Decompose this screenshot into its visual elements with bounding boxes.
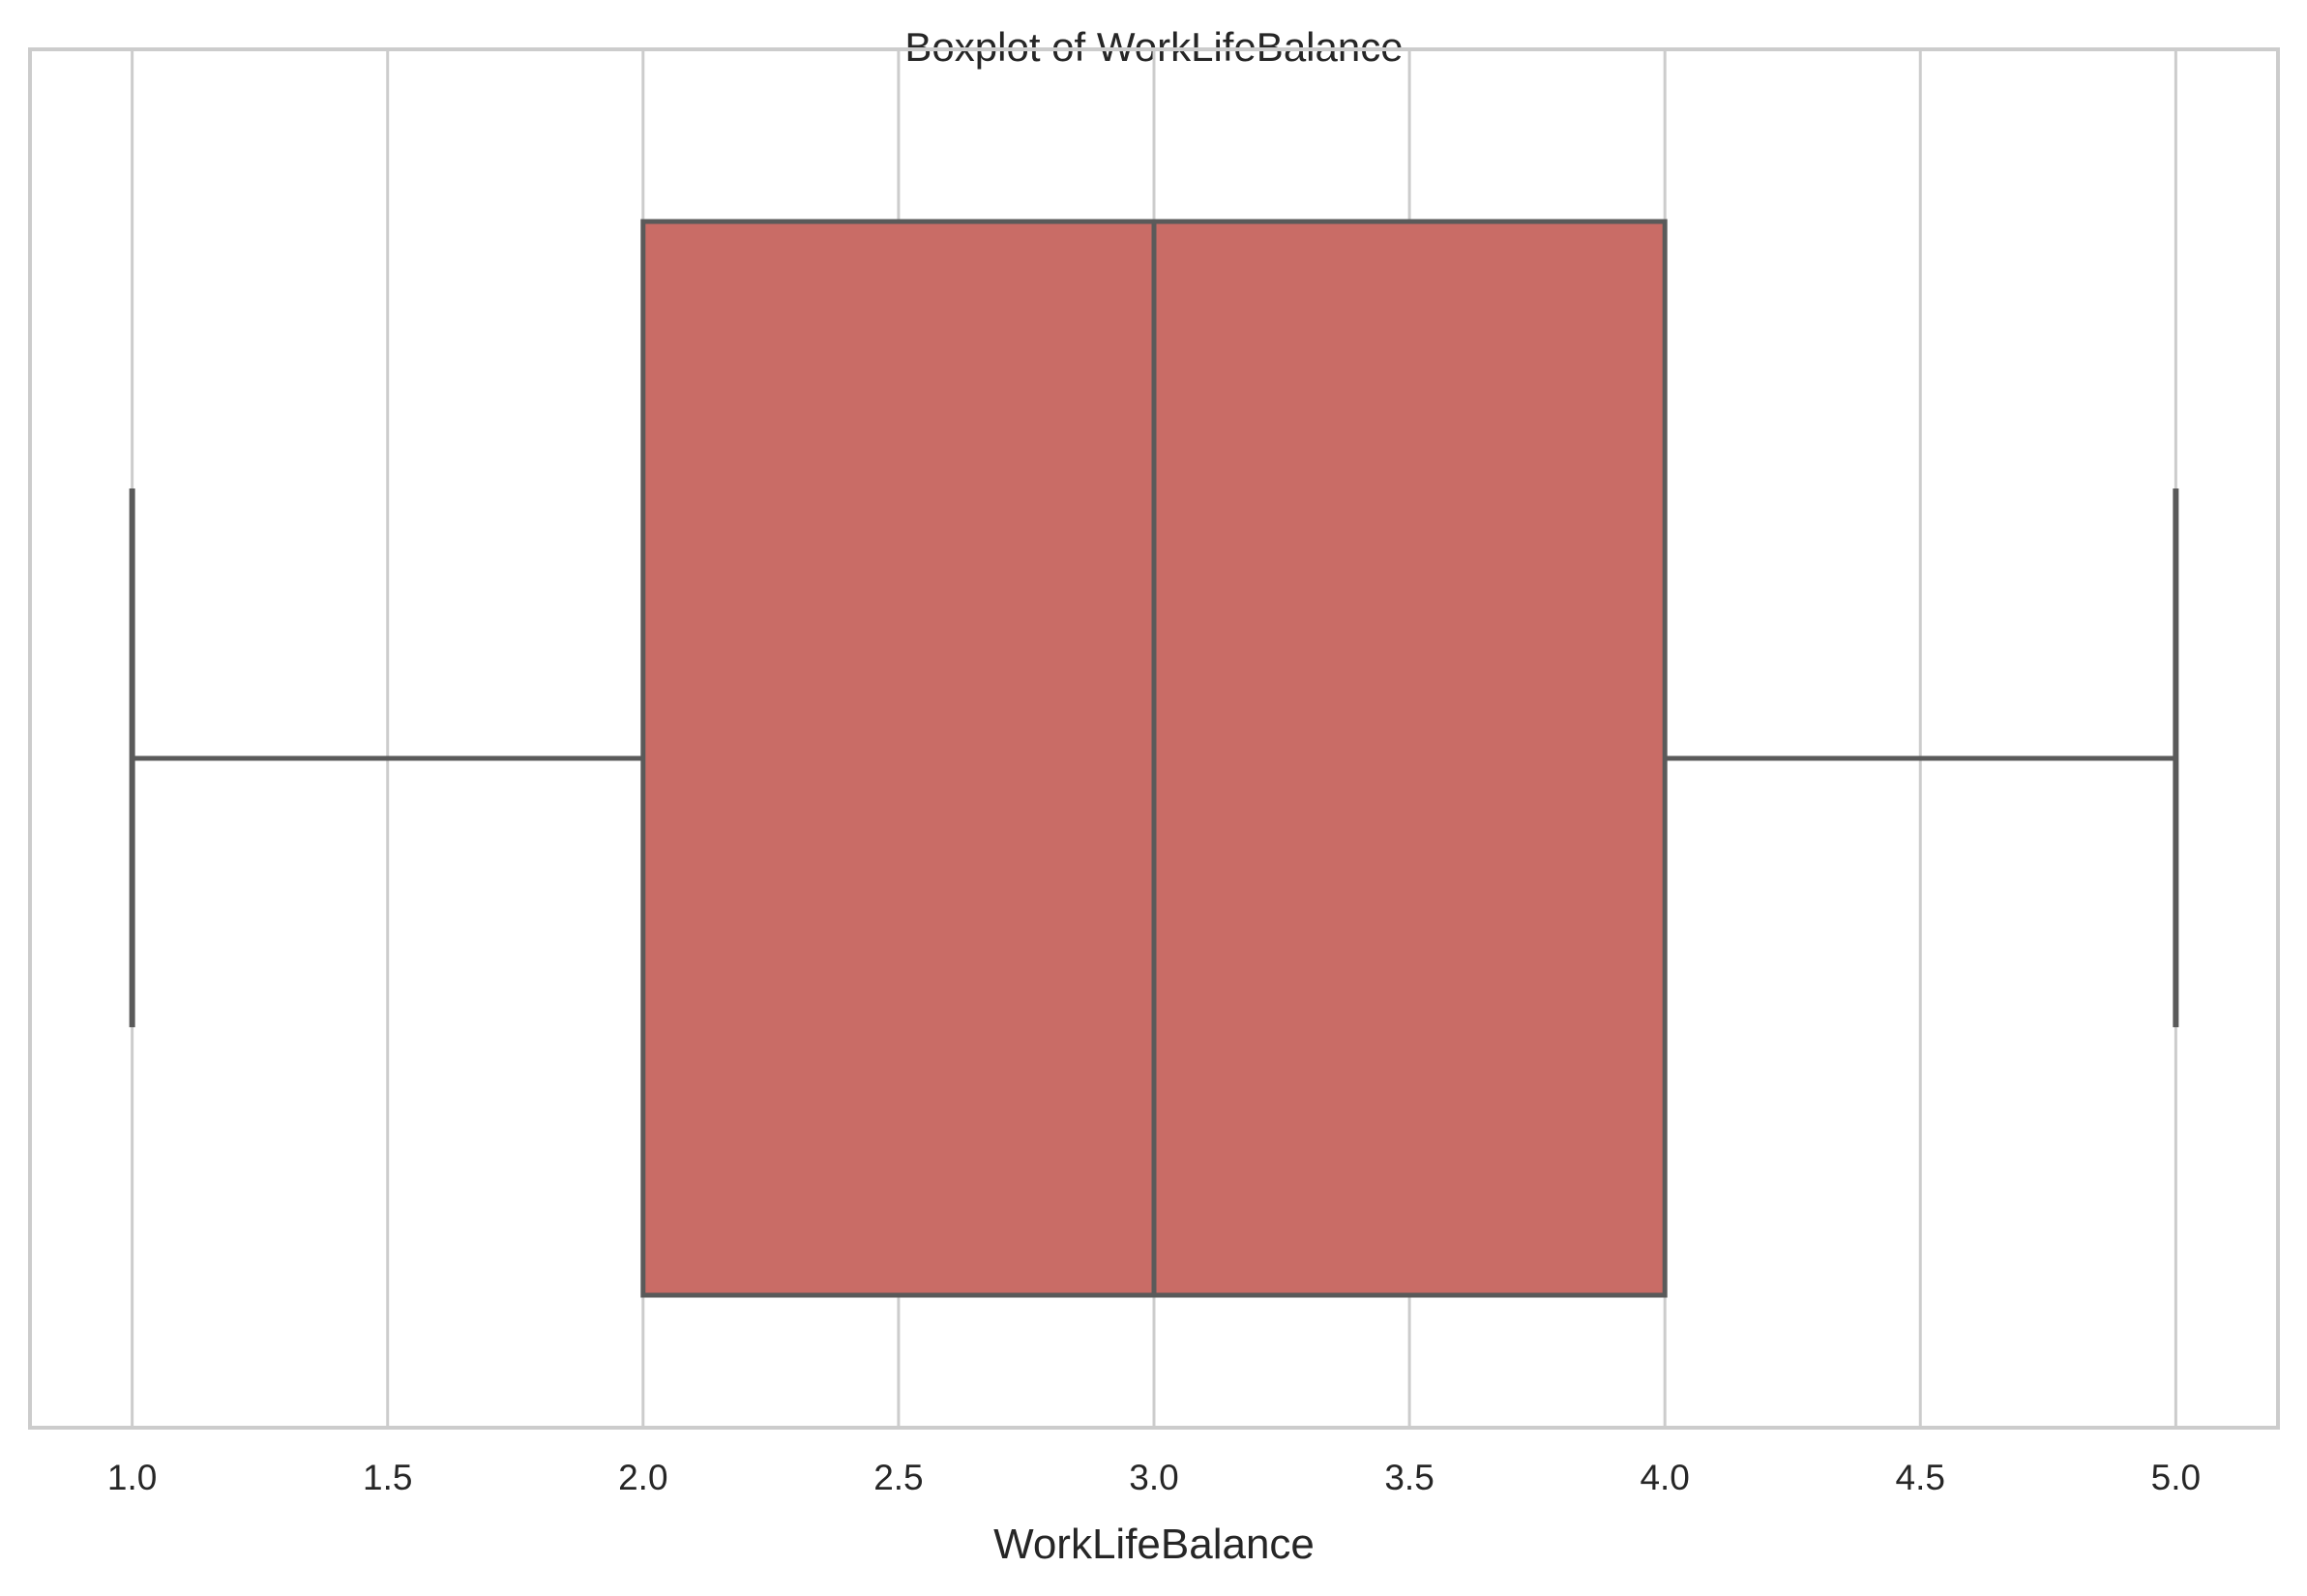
x-tick-label-1: 1.5	[363, 1458, 412, 1497]
x-tick-label-7: 4.5	[1896, 1458, 1945, 1497]
plot-frame	[28, 47, 2280, 1430]
x-tick-label-4: 3.0	[1129, 1458, 1178, 1497]
x-tick-label-6: 4.0	[1640, 1458, 1689, 1497]
x-tick-label-3: 2.5	[873, 1458, 923, 1497]
x-tick-label-2: 2.0	[618, 1458, 667, 1497]
x-axis-label: WorkLifeBalance	[993, 1521, 1315, 1568]
x-tick-label-5: 3.5	[1384, 1458, 1434, 1497]
x-tick-label-8: 5.0	[2151, 1458, 2201, 1497]
box-plot	[129, 219, 2179, 1298]
x-tick-labels: 1.0 1.5 2.0 2.5 3.0 3.5 4.0 4.5 5.0	[107, 1458, 2201, 1497]
x-tick-label-0: 1.0	[107, 1458, 157, 1497]
